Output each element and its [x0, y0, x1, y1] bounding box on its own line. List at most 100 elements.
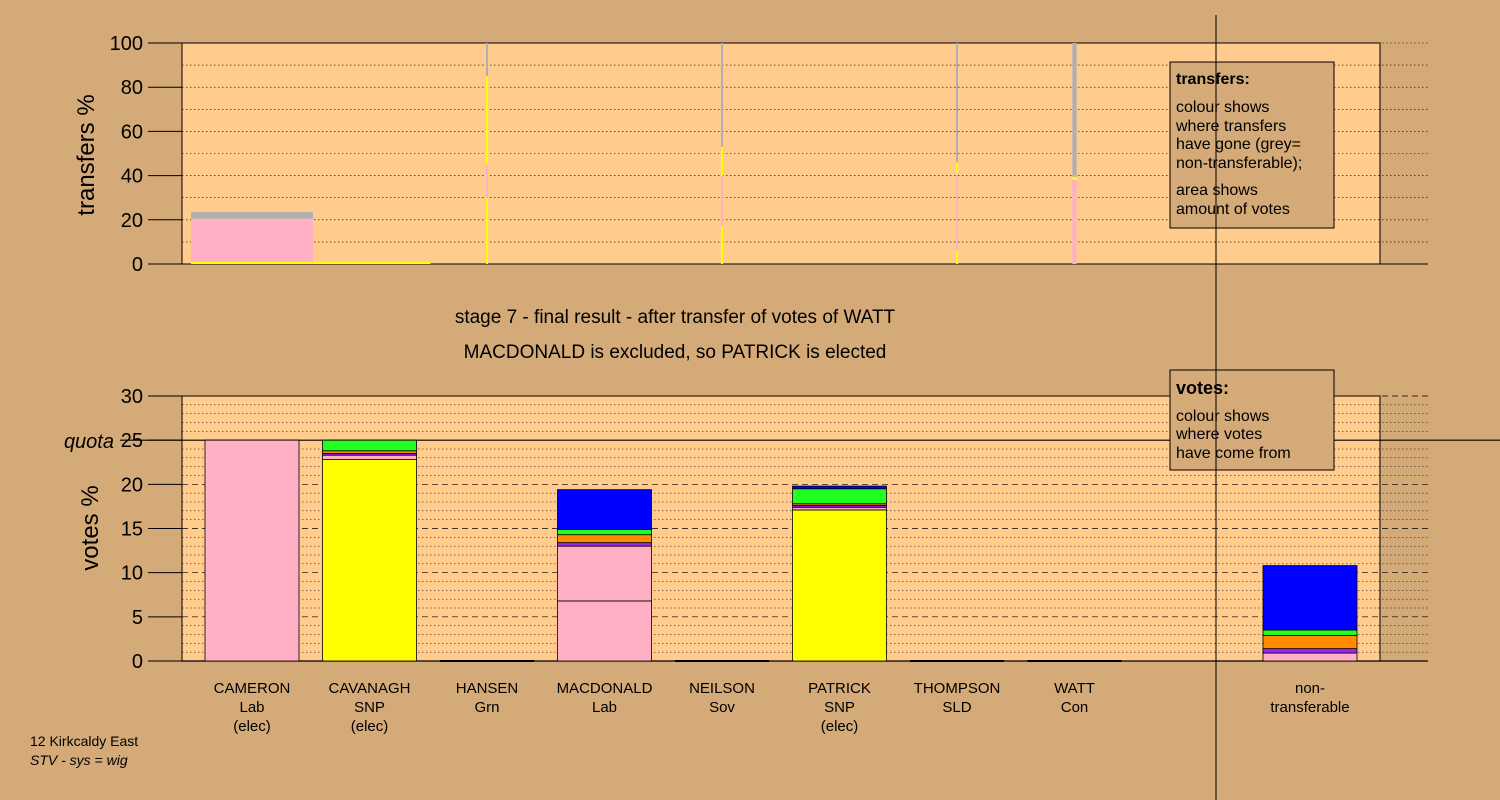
vote-segment — [557, 528, 652, 536]
transfers-legend-line: non-transferable); — [1176, 155, 1302, 172]
votes-bars — [204, 439, 1358, 662]
vote-bar-nontransferable — [1262, 565, 1358, 662]
vote-segment — [1262, 652, 1358, 662]
vote-segment — [322, 439, 417, 452]
vote-segment — [792, 509, 887, 662]
y-tick-label: 0 — [132, 651, 143, 673]
y-tick-label: 25 — [121, 430, 143, 452]
vote-segment — [792, 485, 887, 490]
transfer-bar-neilson — [721, 43, 723, 264]
candidate-label: Sov — [709, 699, 735, 716]
votes-y-axis-label: votes % — [77, 485, 104, 570]
candidate-label: Lab — [239, 699, 264, 716]
transfer-segment — [956, 162, 958, 174]
transfer-bar-watt — [1072, 43, 1077, 264]
y-tick-label: 40 — [121, 166, 143, 188]
candidate-label: Lab — [592, 699, 617, 716]
vote-segment — [1262, 634, 1358, 650]
votes-legend: votes: colour shows where votes have com… — [1169, 369, 1335, 471]
transfer-segment — [1072, 176, 1077, 181]
y-tick-label: 10 — [121, 563, 143, 585]
nontransferable-label: transferable — [1270, 699, 1349, 716]
vote-segment — [204, 439, 300, 662]
transfers-legend-title: transfers: — [1176, 71, 1250, 88]
vote-segment — [1262, 648, 1358, 654]
transfer-segment — [191, 261, 313, 264]
candidate-label: NEILSON — [689, 680, 755, 697]
vote-segment — [1262, 629, 1358, 636]
nontransferable-label: non- — [1295, 680, 1325, 697]
y-tick-label: 0 — [132, 254, 143, 276]
vote-segment — [792, 488, 887, 505]
transfer-segment — [486, 164, 488, 198]
transfer-segment — [956, 250, 958, 264]
transfer-segment — [486, 43, 488, 77]
candidate-label: Con — [1061, 699, 1089, 716]
transfer-segment — [486, 76, 488, 165]
candidate-label: MACDONALD — [557, 680, 653, 697]
candidate-label: CAMERON — [214, 680, 291, 697]
candidate-labels: CAMERON Lab (elec) CAVANAGH SNP (elec) HANSEN G… — [214, 680, 1350, 735]
candidate-label: (elec) — [351, 718, 389, 735]
transfer-segment — [486, 197, 488, 264]
votes-legend-title: votes: — [1176, 378, 1229, 398]
transfers-bars — [191, 43, 1077, 264]
y-tick-label: 100 — [110, 33, 143, 55]
vote-segment — [1262, 565, 1358, 631]
votes-legend-line: where votes — [1175, 426, 1262, 443]
y-tick-label: 20 — [121, 474, 143, 496]
y-tick-label: 5 — [132, 607, 143, 629]
vote-segment — [557, 489, 652, 530]
footer-system: STV - sys = wig — [30, 752, 128, 768]
transfers-legend-line: have gone (grey= — [1176, 136, 1301, 153]
transfer-segment — [721, 226, 723, 264]
vote-segment — [322, 454, 417, 460]
candidate-label: SLD — [942, 699, 971, 716]
candidate-label: Grn — [474, 699, 499, 716]
candidate-label: (elec) — [821, 718, 859, 735]
y-tick-label: 20 — [121, 210, 143, 232]
transfer-segment — [191, 218, 313, 262]
transfer-bar-hansen — [486, 43, 488, 264]
vote-bar-macdonald — [557, 489, 652, 662]
candidate-label: WATT — [1054, 680, 1095, 697]
transfers-legend-line: where transfers — [1175, 118, 1286, 135]
vote-bar-cavanagh — [322, 439, 417, 662]
candidate-label: SNP — [354, 699, 385, 716]
transfers-legend-line: area shows — [1176, 182, 1258, 199]
transfer-bar-cavanagh — [308, 261, 431, 264]
vote-segment — [322, 459, 417, 662]
stage-title: stage 7 - final result - after transfer … — [455, 307, 896, 328]
votes-legend-line: colour shows — [1176, 408, 1269, 425]
stage-subtitle: MACDONALD is excluded, so PATRICK is ele… — [464, 342, 887, 363]
y-tick-label: 30 — [121, 386, 143, 408]
candidate-label: THOMPSON — [914, 680, 1001, 697]
transfer-segment — [956, 173, 958, 251]
vote-segment — [557, 600, 652, 662]
vote-bar-cameron — [204, 439, 300, 662]
footer-constituency: 12 Kirkcaldy East — [30, 733, 138, 749]
transfer-segment — [956, 43, 958, 163]
transfer-segment — [308, 261, 431, 264]
transfer-segment — [1072, 43, 1077, 177]
candidate-label: HANSEN — [456, 680, 519, 697]
candidate-label: PATRICK — [808, 680, 871, 697]
vote-segment — [557, 542, 652, 547]
votes-legend-line: have come from — [1176, 445, 1291, 462]
vote-bar-patrick — [792, 485, 887, 662]
transfer-segment — [721, 175, 723, 227]
candidate-label: CAVANAGH — [329, 680, 411, 697]
candidate-label: (elec) — [233, 718, 271, 735]
transfers-y-axis-label: transfers % — [73, 94, 100, 215]
transfer-segment — [721, 146, 723, 176]
y-tick-label: 60 — [121, 121, 143, 143]
transfers-legend-line: colour shows — [1176, 99, 1269, 116]
transfer-segment — [721, 43, 723, 147]
transfers-legend-line: amount of votes — [1176, 201, 1290, 218]
transfer-segment — [191, 212, 313, 219]
transfers-y-axis: 0 20 40 60 80 100 — [110, 33, 182, 276]
transfer-bar-thompson — [956, 43, 958, 264]
candidate-label: SNP — [824, 699, 855, 716]
y-tick-label: 80 — [121, 77, 143, 99]
